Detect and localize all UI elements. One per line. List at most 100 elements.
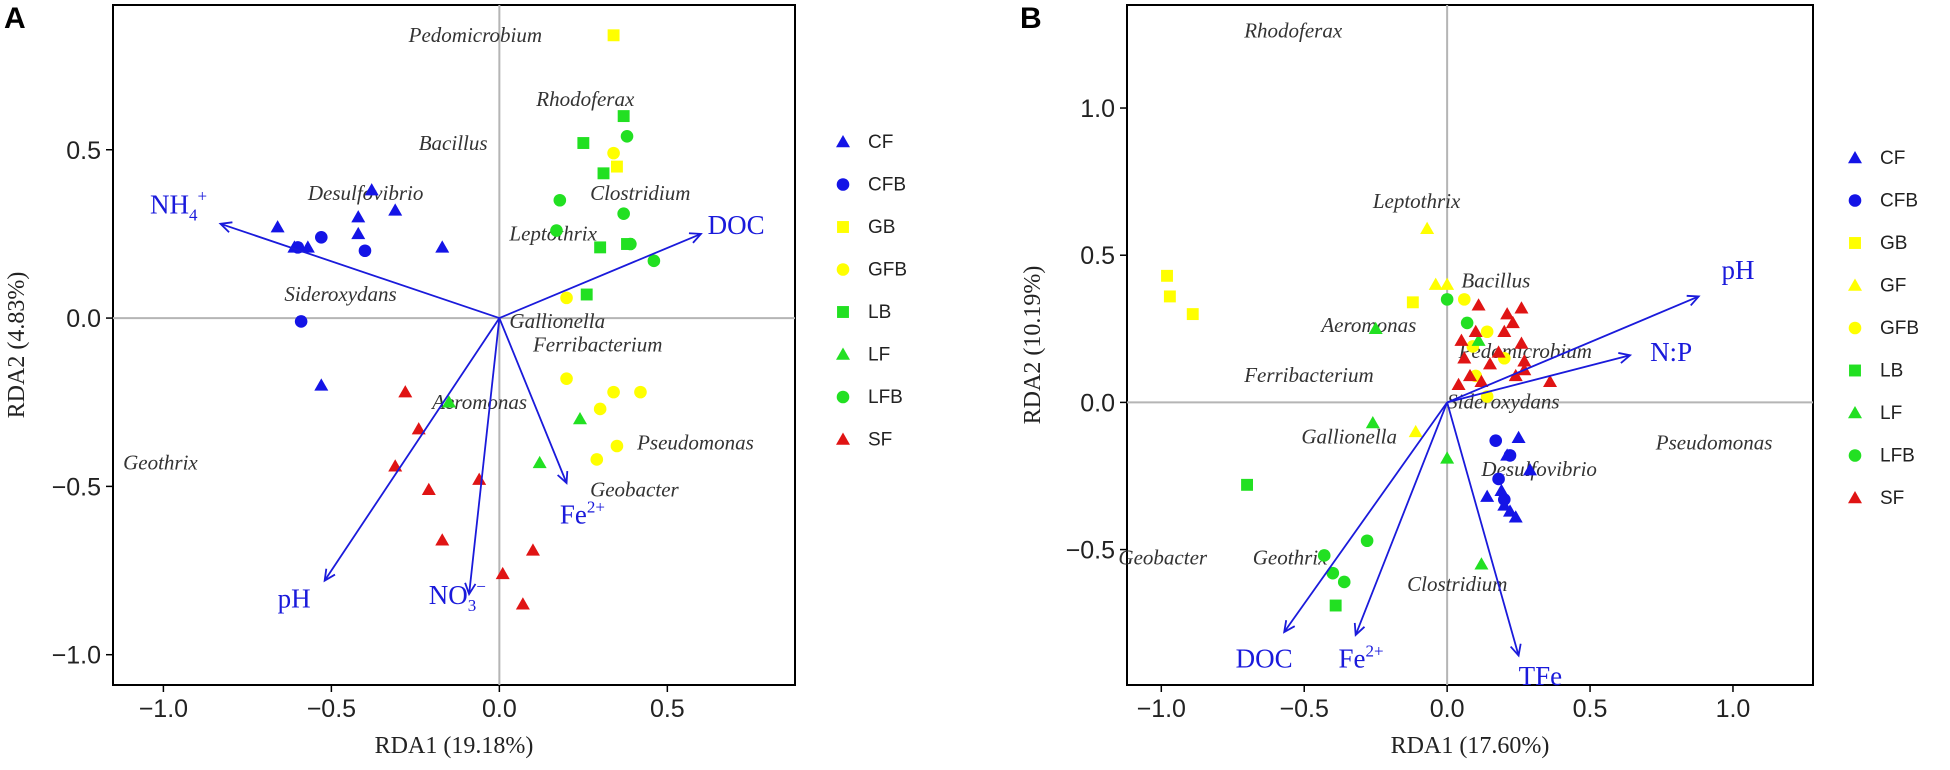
plot-frame xyxy=(112,4,796,686)
species-label: Pseudomonas xyxy=(636,430,754,454)
data-point-lf xyxy=(1365,416,1380,429)
legend-label: GB xyxy=(1880,233,1907,254)
species-label: Ferribacterium xyxy=(532,333,662,357)
x-tick-label: −0.5 xyxy=(307,695,356,723)
legend-label: GF xyxy=(1880,276,1906,297)
env-arrow-head xyxy=(1686,294,1701,307)
env-arrow xyxy=(1446,354,1631,404)
legend-label: SF xyxy=(868,430,892,451)
data-point-lf xyxy=(1474,557,1489,570)
data-point-lfb xyxy=(624,237,637,251)
data-point-lb xyxy=(597,167,610,180)
env-arrow-head xyxy=(1509,643,1522,658)
env-arrow xyxy=(323,317,501,582)
species-label: Sideroxydans xyxy=(1447,389,1559,413)
data-point-sf xyxy=(1454,333,1469,346)
legend-marker xyxy=(1848,194,1862,207)
data-point-sf xyxy=(1457,351,1472,364)
data-point-lfb xyxy=(1460,316,1474,330)
panel-b: B −1.0 −0.5 0.0 0.5 1.0 −0.5 0.0 0.5 1.0 Rhodofe… xyxy=(1020,2,1919,759)
data-point-gb xyxy=(1161,269,1173,282)
data-point-cf xyxy=(364,183,379,196)
panel-a: A −1.0 −0.5 0.0 0.5 −1.0 −0.5 0.0 0.5 Pedomicro… xyxy=(4,2,907,759)
data-point-lf xyxy=(572,412,587,425)
data-point-cf xyxy=(1480,489,1495,502)
data-point-gb xyxy=(1163,290,1176,303)
species-label: Desulfovibrio xyxy=(307,181,424,205)
data-point-sf xyxy=(1514,301,1529,314)
data-point-lb xyxy=(594,241,607,254)
env-arrow xyxy=(1354,402,1448,636)
data-point-gfb xyxy=(607,146,620,160)
env-arrow xyxy=(498,317,568,484)
data-point-cf xyxy=(1494,483,1509,496)
legend-label: CFB xyxy=(1880,191,1918,212)
x-tick-label: 0.5 xyxy=(1573,695,1608,723)
legend-marker xyxy=(1848,321,1862,335)
y-tick-label: −0.5 xyxy=(52,473,101,501)
data-point-gf xyxy=(1408,424,1423,438)
legend-marker xyxy=(836,347,850,360)
data-point-lfb xyxy=(550,224,563,237)
env-variable-label: pH xyxy=(1722,255,1755,285)
data-point-cf xyxy=(351,226,366,240)
x-tick-label: 1.0 xyxy=(1716,695,1751,723)
legend-label: LFB xyxy=(1880,446,1915,467)
data-point-cfb xyxy=(314,230,328,244)
data-point-sf xyxy=(1491,345,1506,358)
species-label: Geobacter xyxy=(1118,545,1207,569)
data-point-lfb xyxy=(553,193,567,207)
data-point-lf xyxy=(1440,451,1455,464)
data-point-lf xyxy=(441,395,456,408)
data-point-lfb xyxy=(1326,566,1340,580)
data-point-cf xyxy=(388,203,403,216)
data-point-sf xyxy=(525,543,540,556)
y-tick-label: 0.5 xyxy=(66,137,101,165)
species-label: Geothrix xyxy=(1253,545,1328,569)
env-arrow-head xyxy=(323,568,336,583)
species-label: Clostridium xyxy=(1407,572,1507,596)
data-point-gfb xyxy=(590,453,604,466)
y-axis-title: RDA2 (4.83%) xyxy=(4,272,30,419)
data-point-cf xyxy=(270,220,285,233)
legend-marker xyxy=(1849,237,1861,249)
species-label: Geobacter xyxy=(590,477,679,501)
x-tick-label: −1.0 xyxy=(139,695,188,723)
data-point-sf xyxy=(1517,354,1532,367)
data-point-lb xyxy=(1241,478,1253,491)
legend-label: CFB xyxy=(868,175,906,196)
env-arrow-head xyxy=(688,232,703,244)
species-label: Geothrix xyxy=(123,451,198,475)
x-tick-label: 0.0 xyxy=(482,695,517,723)
data-point-cf xyxy=(435,240,450,253)
env-variable-label: TFe xyxy=(1519,661,1563,691)
data-point-cfb xyxy=(358,244,372,258)
env-arrow-head xyxy=(464,582,477,597)
data-point-sf xyxy=(1463,368,1477,382)
data-point-cf xyxy=(314,378,329,391)
legend-label: LB xyxy=(1880,361,1903,382)
data-point-gfb xyxy=(610,439,624,453)
data-point-sf xyxy=(472,472,487,485)
env-arrow-head xyxy=(218,221,233,233)
data-point-sf xyxy=(515,597,530,610)
data-point-gb xyxy=(610,160,623,173)
legend-marker xyxy=(836,135,850,148)
x-tick-label: 0.0 xyxy=(1430,695,1465,723)
data-point-gfb xyxy=(634,385,647,399)
env-variable-label: DOC xyxy=(1236,643,1293,673)
data-point-cf xyxy=(300,240,315,253)
legend-marker xyxy=(1848,449,1862,462)
plot-frame xyxy=(1126,4,1814,686)
env-variable-label: DOC xyxy=(708,210,765,240)
species-label: Bacillus xyxy=(419,131,488,155)
env-arrow-head xyxy=(1353,622,1366,637)
env-variable-label: pH xyxy=(278,584,311,614)
species-label: Aeromonas xyxy=(430,390,527,414)
env-arrow-head xyxy=(1283,620,1296,634)
data-point-gfb xyxy=(560,291,573,305)
data-point-cfb xyxy=(1489,434,1503,447)
x-tick-label: 0.5 xyxy=(650,695,685,723)
legend-marker xyxy=(836,263,850,276)
